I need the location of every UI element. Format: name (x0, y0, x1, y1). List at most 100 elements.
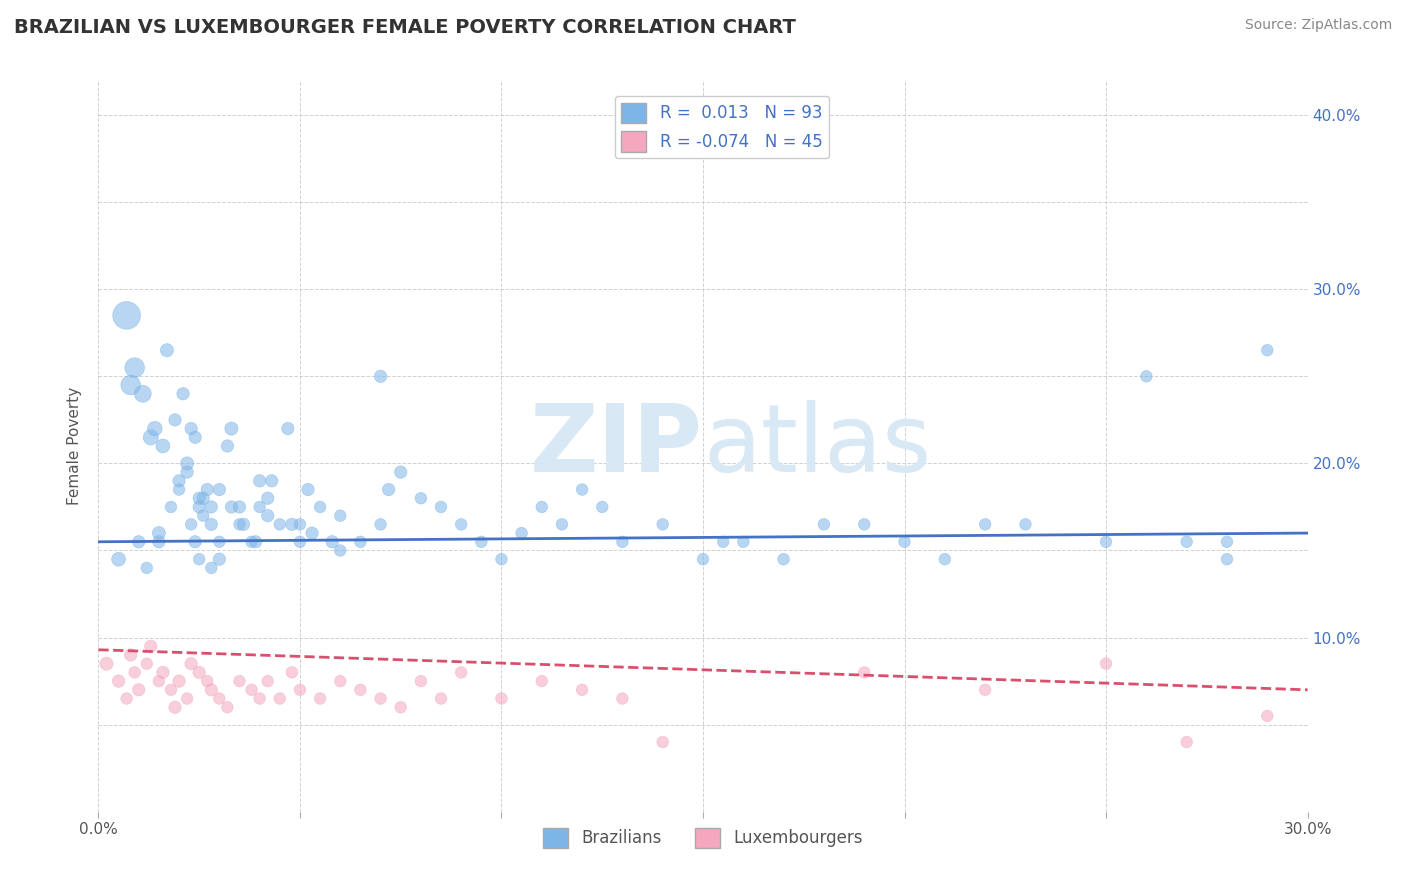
Point (184, 430, 207, 444)
Point (176, 465, 198, 479)
Point (853, 665, 876, 680)
Point (269, 517, 291, 532)
Point (309, 691, 332, 706)
Point (124, 360, 146, 375)
Point (188, 500, 211, 514)
Point (167, 674, 190, 689)
Point (221, 500, 243, 514)
Point (309, 500, 332, 514)
Point (612, 534, 634, 549)
Point (249, 474, 271, 488)
Point (281, 665, 304, 680)
Point (115, 309, 138, 323)
Point (1175, 534, 1198, 549)
Point (370, 691, 392, 706)
Point (409, 491, 432, 506)
Point (893, 534, 915, 549)
Point (188, 491, 211, 506)
Legend: Brazilians, Luxembourgers: Brazilians, Luxembourgers (537, 821, 869, 855)
Point (195, 674, 218, 689)
Point (128, 682, 150, 697)
Point (651, 517, 673, 532)
Point (167, 474, 190, 488)
Point (281, 517, 304, 532)
Point (200, 682, 222, 697)
Point (148, 526, 170, 541)
Point (128, 534, 150, 549)
Point (240, 534, 263, 549)
Point (530, 674, 553, 689)
Y-axis label: Female Poverty: Female Poverty (67, 387, 83, 505)
Point (132, 386, 155, 401)
Point (470, 534, 492, 549)
Point (180, 657, 202, 671)
Point (256, 491, 278, 506)
Point (530, 500, 553, 514)
Point (249, 691, 271, 706)
Point (260, 474, 283, 488)
Point (180, 517, 202, 532)
Point (188, 552, 211, 566)
Point (249, 500, 271, 514)
Point (329, 508, 352, 523)
Point (228, 500, 250, 514)
Point (389, 700, 412, 714)
Point (163, 413, 186, 427)
Point (430, 691, 453, 706)
Point (193, 491, 215, 506)
Point (934, 552, 956, 566)
Point (772, 552, 794, 566)
Point (96, 657, 118, 671)
Point (288, 682, 311, 697)
Point (1216, 534, 1239, 549)
Point (301, 526, 323, 541)
Point (120, 378, 142, 392)
Point (430, 500, 453, 514)
Point (188, 665, 211, 680)
Point (135, 657, 157, 671)
Point (349, 682, 371, 697)
Point (156, 343, 179, 358)
Point (491, 552, 513, 566)
Point (1095, 534, 1118, 549)
Point (329, 543, 352, 558)
Point (167, 483, 190, 497)
Point (228, 674, 250, 689)
Text: atlas: atlas (703, 400, 931, 492)
Point (240, 682, 263, 697)
Point (139, 640, 162, 654)
Point (163, 700, 186, 714)
Point (370, 517, 392, 532)
Point (692, 552, 714, 566)
Point (733, 534, 755, 549)
Point (711, 534, 734, 549)
Point (160, 682, 183, 697)
Point (148, 534, 170, 549)
Point (974, 682, 997, 697)
Point (148, 674, 170, 689)
Point (217, 439, 239, 453)
Point (208, 691, 231, 706)
Point (377, 483, 399, 497)
Point (551, 517, 574, 532)
Point (853, 517, 876, 532)
Point (1256, 709, 1278, 723)
Point (200, 517, 222, 532)
Point (208, 552, 231, 566)
Point (297, 483, 319, 497)
Point (510, 526, 533, 541)
Point (217, 700, 239, 714)
Point (1014, 517, 1036, 532)
Point (124, 665, 146, 680)
Point (389, 465, 412, 479)
Point (184, 534, 207, 549)
Point (228, 517, 250, 532)
Point (491, 691, 513, 706)
Point (329, 674, 352, 689)
Point (1216, 552, 1239, 566)
Point (221, 421, 243, 435)
Text: BRAZILIAN VS LUXEMBOURGER FEMALE POVERTY CORRELATION CHART: BRAZILIAN VS LUXEMBOURGER FEMALE POVERTY… (14, 18, 796, 37)
Point (591, 500, 613, 514)
Point (180, 421, 202, 435)
Point (1256, 343, 1278, 358)
